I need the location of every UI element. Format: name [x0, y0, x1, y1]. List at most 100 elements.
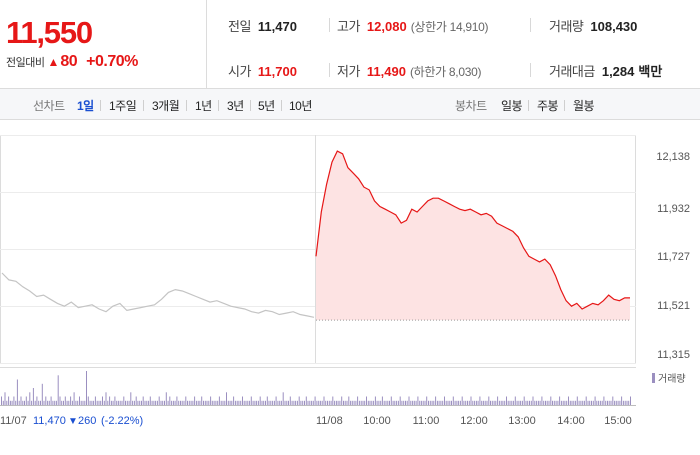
change-value: 80 [60, 53, 78, 70]
up-triangle-icon: ▲ [47, 55, 60, 69]
volume-bar [211, 400, 213, 406]
volume-bar [132, 400, 134, 406]
volume-bar [350, 400, 352, 406]
volume-bar [357, 396, 359, 405]
volume-bar [217, 400, 219, 406]
candle-daily[interactable]: 일봉 [501, 99, 523, 113]
volume-bar [286, 400, 288, 406]
period-1y[interactable]: 1년 [195, 99, 212, 113]
volume-bar [536, 400, 538, 406]
volume-bar [96, 400, 98, 406]
volume-bar [477, 400, 479, 406]
volume-bar [470, 396, 472, 405]
volume-bar [119, 400, 121, 406]
volume-bar [24, 400, 25, 406]
volume-bar [277, 400, 279, 406]
volume-bar [399, 396, 401, 405]
period-5y[interactable]: 5년 [258, 99, 275, 113]
volume-bar [210, 396, 212, 405]
volume-bar [242, 396, 243, 405]
divider [329, 18, 330, 32]
volume-bar [6, 400, 8, 406]
volume-bar [371, 400, 373, 406]
volume-bar [135, 396, 137, 405]
volume-bar [25, 396, 27, 405]
volume-bar [314, 396, 316, 405]
volume-bar [521, 400, 523, 406]
volume-bar [227, 400, 229, 406]
volume-bar [144, 400, 146, 406]
volume-bar [617, 400, 619, 406]
volume-bar [204, 400, 206, 406]
stat-volume: 거래량 108,430 [549, 16, 637, 35]
volume-bar [291, 400, 293, 406]
volume-bar [440, 400, 442, 406]
volume-bar [141, 400, 142, 406]
period-1d[interactable]: 1일 [77, 99, 94, 113]
volume-bar [29, 392, 31, 406]
candle-monthly[interactable]: 월봉 [573, 99, 595, 113]
period-3m[interactable]: 3개월 [152, 99, 180, 113]
volume-bar [484, 400, 486, 406]
volume-bar [133, 400, 135, 406]
volume-bar [312, 400, 314, 406]
volume-bar [353, 400, 355, 406]
volume-bar [236, 400, 238, 406]
volume-bar [509, 400, 511, 406]
volume-bar [192, 400, 194, 406]
volume-bar [530, 400, 532, 406]
volume-bar [543, 400, 545, 406]
volume-bar [513, 400, 515, 406]
stat-value: 1,284 [601, 64, 635, 79]
volume-bar [126, 400, 128, 406]
volume-bar [390, 396, 392, 405]
volume-bar [130, 392, 132, 406]
volume-bar [401, 400, 403, 406]
volume-bar [383, 400, 385, 406]
volume-bar [109, 396, 111, 405]
volume-bar [397, 400, 399, 406]
volume-bar [447, 400, 449, 406]
period-1w[interactable]: 1주일 [109, 99, 137, 113]
volume-bar [245, 400, 247, 406]
volume-bar [220, 400, 222, 406]
volume-bar [578, 400, 580, 406]
volume-bar [420, 400, 422, 406]
volume-bar [529, 400, 530, 406]
volume-bar [208, 400, 210, 406]
period-3y[interactable]: 3년 [227, 99, 244, 113]
volume-bar [552, 400, 553, 406]
volume-bar [9, 400, 11, 406]
volume-bar [601, 400, 603, 406]
volume-bar [385, 400, 387, 406]
volume-bar [234, 400, 236, 406]
volume-bar [162, 400, 164, 406]
volume-bar [445, 400, 447, 406]
volume-bar [295, 400, 297, 406]
volume-bar [218, 396, 220, 405]
volume-bar [259, 396, 261, 405]
volume-bar [20, 396, 22, 405]
volume-bar [128, 400, 130, 406]
volume-bar [36, 396, 38, 405]
period-10y[interactable]: 10년 [289, 99, 312, 113]
volume-bar [176, 396, 178, 405]
x-tick-labels: 10:00 11:00 12:00 13:00 14:00 15:00 [363, 415, 632, 427]
volume-bar [568, 396, 569, 405]
volume-bar [148, 400, 150, 406]
volume-bar [583, 400, 585, 406]
divider [564, 100, 565, 111]
volume-bar [475, 400, 477, 406]
volume-bar [151, 400, 153, 406]
volume-bar [527, 400, 529, 406]
volume-bar [91, 400, 93, 406]
volume-bar [433, 400, 435, 406]
volume-bar [479, 396, 481, 405]
volume-bar [296, 400, 298, 406]
volume-bar [560, 400, 562, 406]
candle-weekly[interactable]: 주봉 [537, 99, 559, 113]
volume-legend-label: 거래량 [658, 373, 686, 385]
volume-bar [474, 400, 476, 406]
volume-bar [8, 396, 10, 405]
